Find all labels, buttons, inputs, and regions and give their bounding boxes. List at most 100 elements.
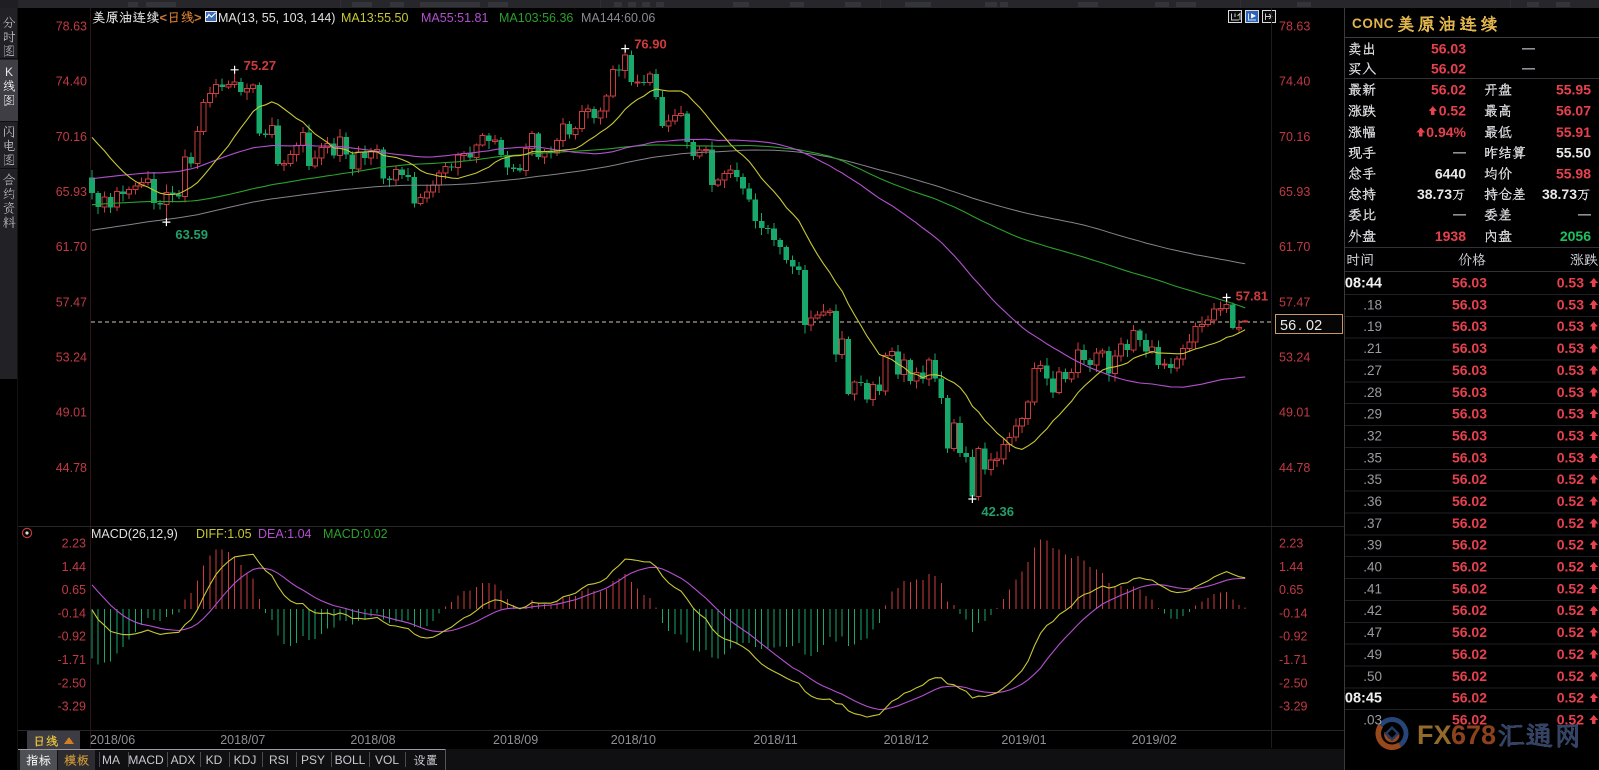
svg-text:74.40: 74.40 <box>1279 75 1310 89</box>
svg-text:56.02: 56.02 <box>1452 624 1487 640</box>
svg-text:-2.50: -2.50 <box>1279 676 1308 690</box>
svg-text:0.52: 0.52 <box>1439 103 1466 119</box>
svg-text:56.03: 56.03 <box>1452 340 1487 356</box>
svg-text:0.52: 0.52 <box>1557 690 1584 706</box>
svg-text:.: . <box>1298 318 1302 334</box>
svg-text:ADX: ADX <box>171 753 196 767</box>
svg-text:0.52: 0.52 <box>1557 646 1584 662</box>
svg-text:38.73: 38.73 <box>1542 186 1577 202</box>
svg-text:MACD(26,12,9): MACD(26,12,9) <box>91 527 178 541</box>
svg-text:56.07: 56.07 <box>1556 103 1591 119</box>
svg-text:2018/12: 2018/12 <box>884 733 929 747</box>
svg-text:.28: .28 <box>1363 385 1382 400</box>
svg-text:55.50: 55.50 <box>1556 145 1591 161</box>
svg-text:6440: 6440 <box>1435 165 1466 181</box>
svg-text:61.70: 61.70 <box>1279 240 1310 254</box>
svg-text:—: — <box>1522 61 1535 76</box>
svg-text:MA(13, 55, 103, 144): MA(13, 55, 103, 144) <box>218 11 335 25</box>
svg-text:.27: .27 <box>1363 363 1382 378</box>
svg-text:56.02: 56.02 <box>1452 602 1487 618</box>
svg-text:56.02: 56.02 <box>1452 646 1487 662</box>
svg-text:678: 678 <box>1451 720 1496 750</box>
svg-text:0.52: 0.52 <box>1557 624 1584 640</box>
svg-text:44.78: 44.78 <box>56 461 87 475</box>
svg-text:.19: .19 <box>1363 319 1382 334</box>
svg-text:0.53: 0.53 <box>1557 428 1584 444</box>
svg-text:-0.14: -0.14 <box>58 606 87 620</box>
svg-text:MA103:56.36: MA103:56.36 <box>499 11 573 25</box>
svg-text:-0.14: -0.14 <box>1279 606 1308 620</box>
svg-text:.50: .50 <box>1363 669 1382 684</box>
svg-text:PSY: PSY <box>301 753 325 767</box>
svg-text:56.02: 56.02 <box>1452 668 1487 684</box>
svg-text:BOLL: BOLL <box>335 753 366 767</box>
svg-text:57.81: 57.81 <box>1236 289 1269 304</box>
svg-text:2.23: 2.23 <box>62 537 86 551</box>
svg-text:56.02: 56.02 <box>1452 690 1487 706</box>
svg-text:.35: .35 <box>1363 472 1382 487</box>
svg-text:.39: .39 <box>1363 538 1382 553</box>
svg-text:2.23: 2.23 <box>1279 537 1303 551</box>
svg-text:.18: .18 <box>1363 297 1382 312</box>
svg-text:08:44: 08:44 <box>1345 276 1382 292</box>
svg-text:56: 56 <box>1280 318 1296 334</box>
svg-text:DIFF:1.05: DIFF:1.05 <box>196 527 252 541</box>
svg-text:KD: KD <box>206 753 223 767</box>
svg-text:-1.71: -1.71 <box>58 653 87 667</box>
svg-text:-3.29: -3.29 <box>1279 700 1308 714</box>
svg-text:0.94%: 0.94% <box>1426 124 1466 140</box>
svg-text:56.02: 56.02 <box>1452 712 1487 728</box>
svg-text:65.93: 65.93 <box>1279 185 1310 199</box>
svg-text:42.36: 42.36 <box>981 504 1014 519</box>
svg-text:70.16: 70.16 <box>1279 130 1310 144</box>
svg-text:56.02: 56.02 <box>1452 493 1487 509</box>
svg-text:.32: .32 <box>1363 429 1382 444</box>
svg-text:-2.50: -2.50 <box>58 676 87 690</box>
svg-text:0.53: 0.53 <box>1557 318 1584 334</box>
svg-text:.35: .35 <box>1363 450 1382 465</box>
svg-text:0.53: 0.53 <box>1557 449 1584 465</box>
svg-text:CONC: CONC <box>1352 16 1394 31</box>
svg-text:VOL: VOL <box>375 753 399 767</box>
svg-text:49.01: 49.01 <box>56 406 87 420</box>
svg-text:53.24: 53.24 <box>56 351 87 365</box>
svg-text:K: K <box>5 65 13 79</box>
svg-text:2019/01: 2019/01 <box>1001 733 1046 747</box>
svg-text:74.40: 74.40 <box>56 75 87 89</box>
svg-text:56.03: 56.03 <box>1452 275 1487 291</box>
svg-text:.42: .42 <box>1363 603 1382 618</box>
svg-text:0.52: 0.52 <box>1557 559 1584 575</box>
svg-text:70.16: 70.16 <box>56 130 87 144</box>
svg-text:2019/02: 2019/02 <box>1132 733 1177 747</box>
svg-text:MA13:55.50: MA13:55.50 <box>341 11 408 25</box>
svg-text:.37: .37 <box>1363 516 1382 531</box>
svg-text:0.53: 0.53 <box>1557 384 1584 400</box>
svg-text:DEA:1.04: DEA:1.04 <box>258 527 312 541</box>
svg-text:0.53: 0.53 <box>1557 296 1584 312</box>
svg-text:0.65: 0.65 <box>62 583 86 597</box>
svg-text:55.98: 55.98 <box>1556 165 1591 181</box>
svg-text:2018/11: 2018/11 <box>753 733 797 747</box>
svg-text:FX: FX <box>1417 720 1452 750</box>
svg-text:.40: .40 <box>1363 560 1382 575</box>
svg-text:2018/09: 2018/09 <box>493 733 538 747</box>
svg-text:MA55:51.81: MA55:51.81 <box>421 11 488 25</box>
svg-text:56.02: 56.02 <box>1452 580 1487 596</box>
svg-text:KDJ: KDJ <box>234 753 257 767</box>
svg-text:53.24: 53.24 <box>1279 351 1310 365</box>
svg-text:0.52: 0.52 <box>1557 493 1584 509</box>
svg-text:56.03: 56.03 <box>1452 428 1487 444</box>
svg-text:02: 02 <box>1306 318 1322 334</box>
svg-text:.36: .36 <box>1363 494 1382 509</box>
svg-text:56.03: 56.03 <box>1431 41 1466 57</box>
svg-text:.41: .41 <box>1363 581 1382 596</box>
svg-text:0.52: 0.52 <box>1557 602 1584 618</box>
svg-text:0.53: 0.53 <box>1557 275 1584 291</box>
svg-text:0.52: 0.52 <box>1557 668 1584 684</box>
svg-text:61.70: 61.70 <box>56 240 87 254</box>
svg-text:0.52: 0.52 <box>1557 471 1584 487</box>
svg-text:.49: .49 <box>1363 647 1382 662</box>
svg-text:57.47: 57.47 <box>1279 295 1310 309</box>
svg-text:56.03: 56.03 <box>1452 384 1487 400</box>
svg-text:0.53: 0.53 <box>1557 362 1584 378</box>
